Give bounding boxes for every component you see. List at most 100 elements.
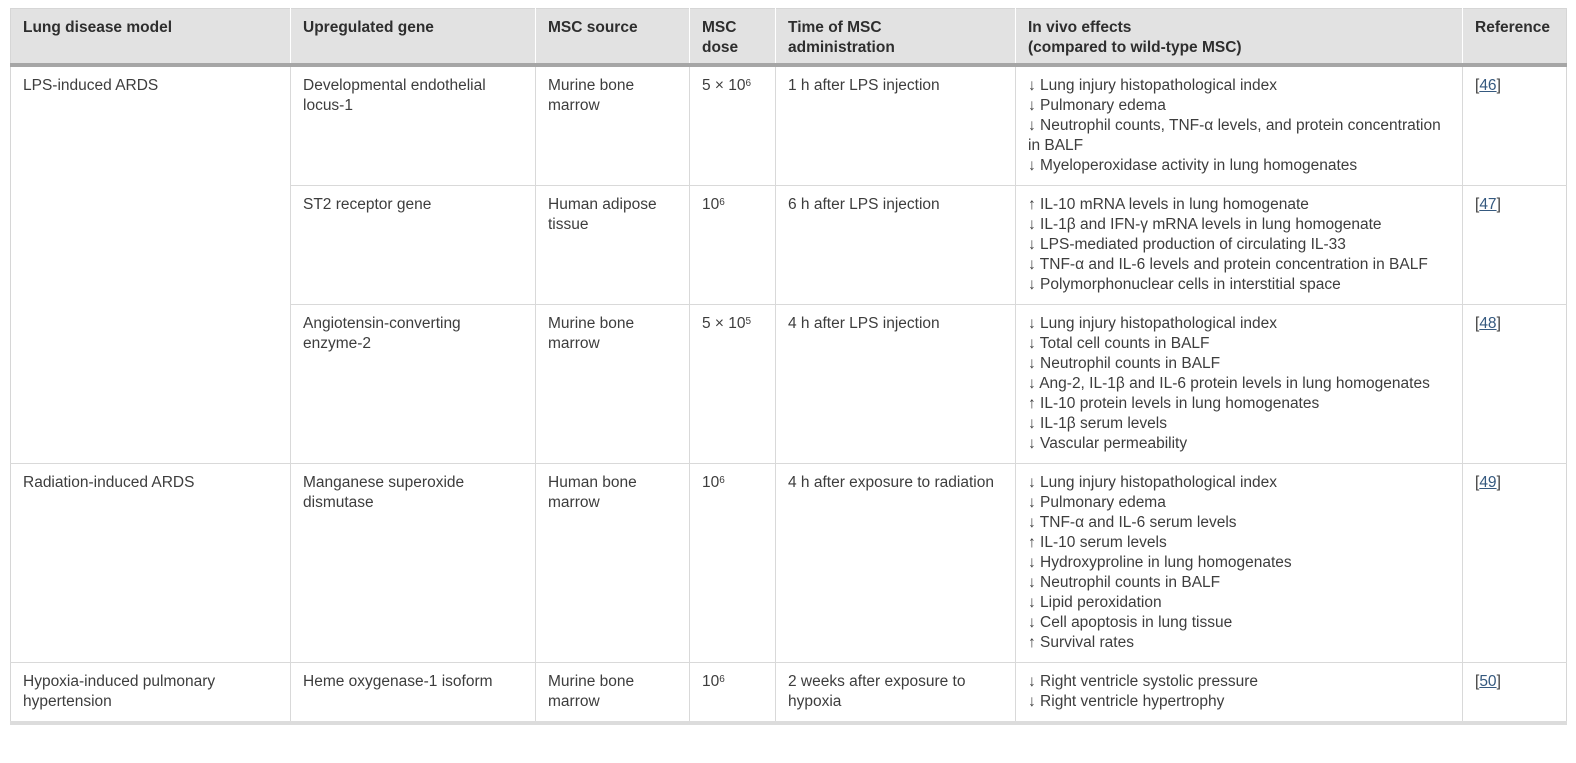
effect-item: ↓ LPS-mediated production of circulating… [1028,236,1346,253]
effect-item: ↓ Vascular permeability [1028,435,1188,452]
col-header-label: dose [702,39,739,56]
ref-bracket-close: ] [1496,77,1501,94]
effect-item: ↓ Lipid peroxidation [1028,594,1162,611]
effect-item: ↓ Neutrophil counts, TNF-α levels, and p… [1028,117,1441,154]
table-row: Angiotensin-converting enzyme-2 Murine b… [11,304,1567,464]
effect-item: ↓ Lung injury histopathological index [1028,315,1278,332]
reference-link[interactable]: 46 [1479,77,1497,94]
effect-item: ↓ Neutrophil counts in BALF [1028,355,1221,372]
cell-effects: ↓ Lung injury histopathological index ↓ … [1015,463,1463,663]
dose-exponent: 6 [719,196,725,208]
cell-reference: [49] [1462,463,1567,663]
cell-gene: Angiotensin-converting enzyme-2 [290,304,536,464]
effect-item: ↓ Right ventricle hypertrophy [1028,693,1225,710]
col-header-label: Lung disease model [23,19,173,36]
col-header-label: In vivo effects [1028,19,1132,36]
col-header-msc-source: MSC source [535,8,690,67]
cell-effects: ↑ IL-10 mRNA levels in lung homogenate ↓… [1015,185,1463,305]
ref-bracket-close: ] [1496,474,1501,491]
cell-gene: Developmental endothelial locus-1 [290,64,536,186]
cell-source: Murine bone marrow [535,662,690,723]
effect-item: ↓ TNF-α and IL-6 levels and protein conc… [1028,256,1428,273]
cell-time: 4 h after LPS injection [775,304,1016,464]
col-header-label: Reference [1475,19,1550,36]
ref-bracket-open: [ [1475,196,1480,213]
cell-dose: 5 × 106 [689,64,776,186]
cell-source: Murine bone marrow [535,304,690,464]
table-row: Hypoxia-induced pulmonary hypertension H… [10,662,1567,723]
dose-value: 5 × 10 [702,315,746,332]
effect-item: ↓ Lung injury histopathological index [1028,474,1278,491]
cell-effects: ↓ Right ventricle systolic pressure ↓ Ri… [1015,662,1463,723]
ref-bracket-open: [ [1475,315,1480,332]
ref-bracket-open: [ [1475,474,1480,491]
cell-gene: Heme oxygenase-1 isoform [290,662,536,723]
col-header-sublabel: (compared to wild-type MSC) [1028,39,1242,56]
reference-link[interactable]: 49 [1479,474,1497,491]
effect-item: ↓ Pulmonary edema [1028,97,1166,114]
effect-item: ↓ Polymorphonuclear cells in interstitia… [1028,276,1341,293]
table-row: ST2 receptor gene Human adipose tissue 1… [11,185,1567,305]
effect-item: ↓ IL-1β and IFN-γ mRNA levels in lung ho… [1028,216,1382,233]
col-header-label: MSC source [548,19,638,36]
cell-model: Hypoxia-induced pulmonary hypertension [10,662,291,723]
reference-link[interactable]: 50 [1479,673,1497,690]
dose-exponent: 6 [719,673,725,685]
table-row: Radiation-induced ARDS Manganese superox… [10,463,1567,663]
cell-source: Murine bone marrow [535,64,690,186]
cell-dose: 106 [689,463,776,663]
ref-bracket-close: ] [1496,196,1501,213]
effect-item: ↑ IL-10 mRNA levels in lung homogenate [1028,196,1309,213]
effect-item: ↓ Ang-2, IL-1β and IL-6 protein levels i… [1028,375,1430,392]
col-header-label: administration [788,39,895,56]
effect-item: ↓ Lung injury histopathological index [1028,77,1278,94]
ref-bracket-open: [ [1475,77,1480,94]
effect-item: ↓ IL-1β serum levels [1028,415,1167,432]
cell-effects: ↓ Lung injury histopathological index ↓ … [1015,64,1463,186]
cell-reference: [50] [1462,662,1567,723]
effect-item: ↓ Right ventricle systolic pressure [1028,673,1258,690]
cell-source: Human adipose tissue [535,185,690,305]
effect-item: ↑ Survival rates [1028,634,1134,651]
col-header-time-of-administration: Time of MSC administration [775,8,1016,67]
col-header-in-vivo-effects: In vivo effects (compared to wild-type MS… [1015,8,1463,67]
effect-item: ↓ TNF-α and IL-6 serum levels [1028,514,1237,531]
cell-time: 2 weeks after exposure to hypoxia [775,662,1016,723]
cell-reference: [46] [1462,64,1567,186]
cell-model: LPS-induced ARDS [10,64,291,464]
cell-gene: Manganese superoxide dismutase [290,463,536,663]
reference-link[interactable]: 47 [1479,196,1497,213]
effect-item: ↓ Cell apoptosis in lung tissue [1028,614,1233,631]
cell-time: 1 h after LPS injection [775,64,1016,186]
header-row: Lung disease model Upregulated gene MSC … [10,8,1567,67]
cell-model: Radiation-induced ARDS [10,463,291,663]
cell-dose: 106 [689,185,776,305]
table-row: LPS-induced ARDS Developmental endotheli… [10,64,1567,464]
cell-time: 4 h after exposure to radiation [775,463,1016,663]
col-header-msc-dose: MSC dose [689,8,776,67]
effect-item: ↓ Total cell counts in BALF [1028,335,1210,352]
cell-reference: [48] [1462,304,1567,464]
dose-value: 10 [702,196,720,213]
col-header-label: MSC [702,19,737,36]
cell-effects: ↓ Lung injury histopathological index ↓ … [1015,304,1463,464]
col-header-label: Upregulated gene [303,19,434,36]
col-header-reference: Reference [1462,8,1567,67]
msc-effects-table: Lung disease model Upregulated gene MSC … [10,8,1567,725]
ref-bracket-close: ] [1496,315,1501,332]
col-header-upregulated-gene: Upregulated gene [290,8,536,67]
dose-value: 10 [702,474,720,491]
cell-time: 6 h after LPS injection [775,185,1016,305]
effect-item: ↓ Hydroxyproline in lung homogenates [1028,554,1292,571]
effect-item: ↑ IL-10 protein levels in lung homogenat… [1028,395,1320,412]
ref-bracket-open: [ [1475,673,1480,690]
dose-value: 5 × 10 [702,77,746,94]
cell-gene: ST2 receptor gene [290,185,536,305]
cell-source: Human bone marrow [535,463,690,663]
col-header-label: Time of MSC [788,19,882,36]
reference-link[interactable]: 48 [1479,315,1497,332]
cell-reference: [47] [1462,185,1567,305]
cell-dose: 106 [689,662,776,723]
dose-exponent: 5 [745,315,752,327]
col-header-lung-disease-model: Lung disease model [10,8,291,67]
